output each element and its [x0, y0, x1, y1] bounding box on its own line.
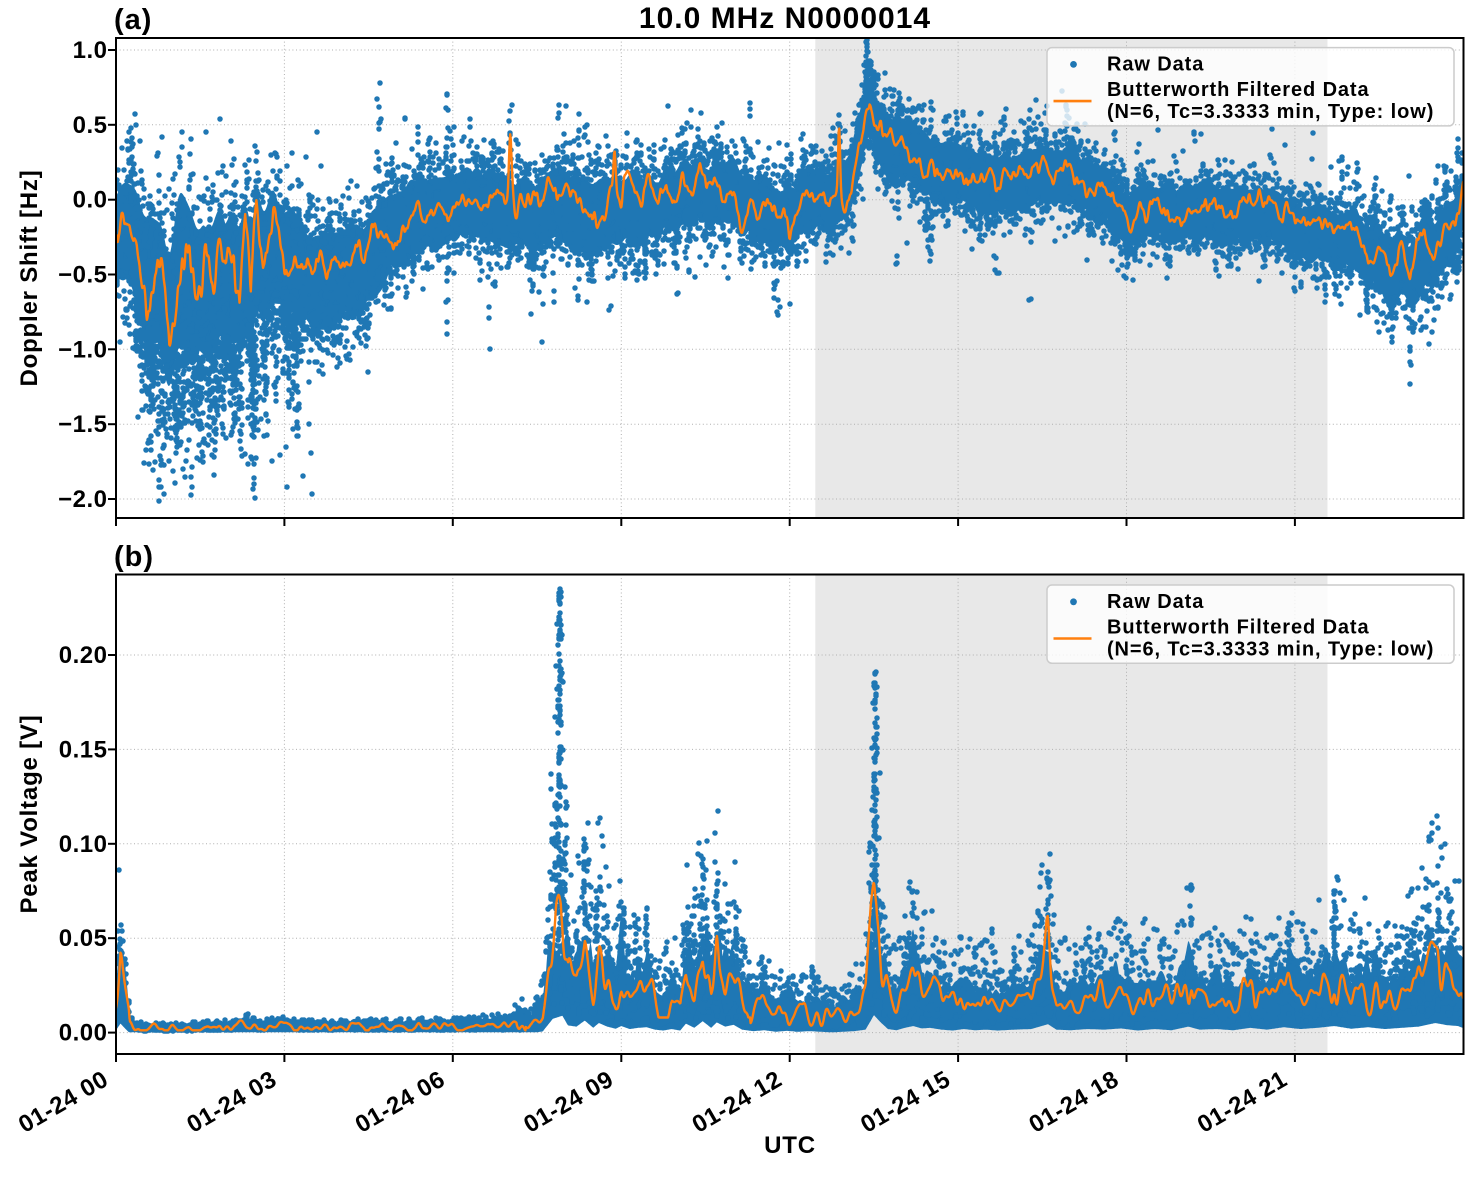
svg-text:0.20: 0.20 [59, 642, 108, 669]
svg-text:−1.0: −1.0 [58, 336, 107, 363]
svg-text:(N=6, Tc=3.3333 min, Type: low: (N=6, Tc=3.3333 min, Type: low) [1107, 638, 1434, 660]
svg-text:UTC: UTC [764, 1132, 816, 1159]
svg-text:Butterworth Filtered Data: Butterworth Filtered Data [1107, 79, 1370, 101]
svg-text:Butterworth Filtered Data: Butterworth Filtered Data [1107, 616, 1370, 638]
svg-text:Raw Data: Raw Data [1107, 591, 1204, 613]
svg-text:0.15: 0.15 [59, 736, 108, 763]
svg-text:Doppler Shift [Hz]: Doppler Shift [Hz] [16, 169, 43, 386]
svg-text:10.0 MHz N0000014: 10.0 MHz N0000014 [639, 2, 931, 35]
svg-text:0.10: 0.10 [59, 831, 108, 858]
svg-text:Raw Data: Raw Data [1107, 53, 1204, 75]
svg-text:−0.5: −0.5 [58, 262, 107, 289]
svg-text:(N=6, Tc=3.3333 min, Type: low: (N=6, Tc=3.3333 min, Type: low) [1107, 101, 1434, 123]
svg-text:(a): (a) [114, 4, 152, 36]
svg-text:0.5: 0.5 [73, 112, 108, 139]
svg-text:0.00: 0.00 [59, 1020, 108, 1047]
svg-text:1.0: 1.0 [73, 37, 108, 64]
svg-text:0.05: 0.05 [59, 925, 108, 952]
svg-text:Peak Voltage [V]: Peak Voltage [V] [16, 714, 43, 913]
svg-text:(b): (b) [114, 541, 154, 573]
svg-text:−1.5: −1.5 [58, 411, 107, 438]
svg-text:−2.0: −2.0 [58, 486, 107, 513]
svg-text:0.0: 0.0 [73, 187, 108, 214]
